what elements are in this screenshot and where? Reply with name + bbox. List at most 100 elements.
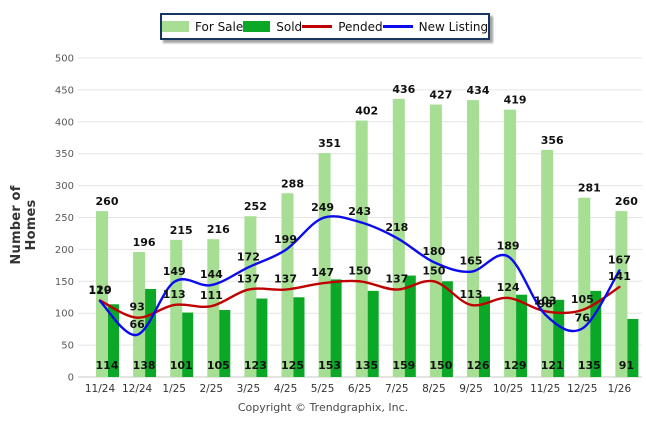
line-value-label: 199 [274, 233, 297, 246]
x-tick-label: 3/25 [237, 383, 261, 395]
bar-for-sale [133, 251, 146, 377]
line-value-label: 147 [311, 266, 334, 279]
line-value-label: 167 [608, 253, 631, 266]
bar-sold [256, 298, 268, 377]
line-value-label: 98 [538, 297, 553, 310]
legend-label: Sold [276, 19, 303, 34]
for-sale-value-label: 260 [96, 195, 119, 208]
x-tick-label: 9/25 [459, 383, 483, 395]
bar-sold [627, 318, 639, 377]
line-value-label: 144 [200, 268, 223, 281]
for-sale-value-label: 434 [467, 84, 490, 97]
bar-for-sale [170, 239, 183, 377]
line-value-label: 119 [89, 284, 112, 297]
sold-swatch-icon [243, 21, 271, 32]
for-sale-value-label: 351 [318, 137, 341, 150]
x-tick-label: 11/25 [530, 383, 560, 395]
y-tick-label: 50 [61, 341, 74, 352]
for-sale-value-label: 356 [541, 134, 564, 147]
bar-for-sale [578, 197, 591, 377]
sold-value-label: 153 [318, 359, 341, 372]
x-tick-label: 5/25 [311, 383, 335, 395]
line-value-label: 76 [575, 312, 591, 325]
for-sale-value-label: 436 [392, 83, 415, 96]
line-value-label: 137 [274, 273, 297, 286]
bar-for-sale [429, 104, 442, 377]
y-tick-label: 250 [55, 213, 74, 224]
line-value-label: 105 [571, 293, 594, 306]
bar-sold [516, 294, 528, 377]
line-value-label: 172 [237, 250, 260, 263]
y-tick-label: 300 [55, 181, 74, 192]
copyright-text: Copyright © Trendgraphix, Inc. [237, 401, 409, 414]
line-value-label: 120 [89, 283, 112, 296]
y-tick-label: 500 [55, 54, 74, 65]
bar-for-sale [318, 153, 331, 377]
y-tick-label: 100 [55, 309, 74, 320]
sold-value-label: 91 [619, 359, 634, 372]
x-tick-label: 8/25 [422, 383, 446, 395]
bar-sold [108, 304, 119, 377]
bar-sold [404, 275, 416, 377]
sold-value-label: 114 [96, 359, 119, 372]
line-value-label: 111 [200, 289, 223, 302]
sold-value-label: 135 [578, 359, 601, 372]
sold-value-label: 101 [170, 359, 193, 372]
sold-value-label: 125 [281, 359, 304, 372]
for-sale-value-label: 252 [244, 200, 267, 213]
bar-sold [293, 297, 305, 377]
sold-value-label: 123 [244, 359, 267, 372]
chart-legend: For Sale Sold Pended New Listing [160, 13, 490, 40]
line-value-label: 113 [163, 288, 186, 301]
line-value-label: 113 [460, 288, 483, 301]
legend-item-new-listing: New Listing [382, 20, 488, 34]
for-sale-value-label: 288 [281, 177, 304, 190]
x-tick-label: 12/25 [567, 383, 597, 395]
x-tick-label: 1/25 [162, 383, 186, 395]
x-tick-label: 6/25 [348, 383, 372, 395]
y-tick-label: 350 [55, 149, 74, 160]
x-axis-labels: 11/24 12/24 1/25 2/25 3/25 4/25 5/25 6/25 7/25 8/… [85, 383, 632, 395]
legend-label: Pended [338, 19, 383, 34]
for-sale-labels: 260 196 215 216 252 288 351 402 436 427 434 419 356 2… [96, 83, 639, 249]
bar-sold [145, 288, 157, 377]
bar-sold [441, 281, 453, 377]
bar-for-sale [467, 100, 479, 377]
labels-pended: 120 93 113 111 137 137 147 150 137 150 113 124 103 10… [89, 264, 631, 313]
new-listing-swatch-icon [382, 25, 413, 28]
sold-value-label: 150 [429, 359, 452, 372]
y-tick-label: 200 [55, 245, 74, 256]
line-value-label: 93 [129, 301, 144, 314]
bar-for-sale [355, 120, 368, 378]
line-value-label: 103 [534, 294, 557, 307]
line-value-label: 149 [163, 265, 186, 278]
x-tick-label: 1/26 [608, 383, 632, 395]
x-tick-label: 12/24 [122, 383, 153, 395]
line-value-label: 137 [385, 273, 408, 286]
bar-for-sale [541, 149, 554, 377]
for-sale-value-label: 419 [504, 94, 527, 107]
line-value-label: 150 [348, 264, 371, 277]
bar-for-sale [504, 109, 517, 377]
for-sale-value-label: 402 [355, 105, 378, 118]
line-value-label: 249 [311, 201, 334, 214]
line-value-label: 66 [129, 318, 145, 331]
y-tick-label: 400 [55, 117, 74, 128]
bar-sold [330, 279, 342, 377]
bar-sold [367, 290, 379, 377]
line-value-label: 189 [497, 239, 520, 252]
line-value-label: 180 [422, 245, 445, 258]
legend-item-sold: Sold [243, 20, 302, 34]
bar-sold [553, 299, 565, 377]
bar-for-sale [244, 216, 257, 377]
legend-item-for-sale: For Sale [162, 20, 243, 34]
bar-sold [219, 310, 231, 377]
for-sale-swatch-icon [162, 21, 189, 32]
x-tick-label: 11/24 [85, 383, 116, 395]
for-sale-value-label: 215 [170, 224, 193, 237]
bar-sold [479, 296, 490, 377]
line-value-label: 137 [237, 273, 260, 286]
